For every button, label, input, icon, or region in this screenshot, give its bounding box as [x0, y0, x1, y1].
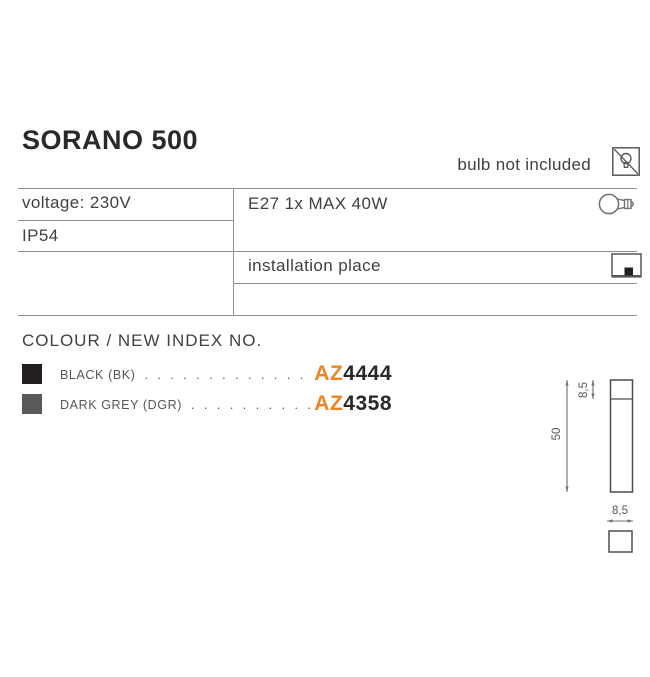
bulb-not-included-label: bulb not included: [457, 155, 591, 174]
no-bulb-icon: [612, 147, 640, 176]
bulb-icon: [598, 192, 638, 216]
installation-place-icon: [611, 253, 642, 280]
colour-row-dark-grey: DARK GREY (DGR) . . . . . . . . . . . . …: [22, 392, 392, 415]
installation-place-label: installation place: [248, 256, 381, 275]
ip-rating: IP54: [22, 226, 59, 245]
rule-under-voltage: [18, 220, 233, 221]
post-front-view: [609, 379, 634, 493]
voltage-value: voltage: 230V: [22, 193, 132, 212]
post-top-view: [608, 530, 633, 553]
rule-under-installation: [233, 283, 637, 284]
colour-row-black: BLACK (BK) . . . . . . . . . . . . . . .…: [22, 362, 392, 385]
code-prefix: AZ: [314, 392, 344, 415]
dim-head-height-label: 8,5: [578, 382, 590, 398]
code-number: 4444: [343, 362, 392, 385]
rule-under-ip: [18, 251, 233, 252]
colour-section-heading: COLOUR / NEW INDEX NO.: [22, 331, 263, 350]
index-code: AZ4444: [314, 362, 392, 385]
colour-swatch-dark-grey: [22, 394, 42, 414]
dots-leader: . . . . . . . . . . . . . . . . . . . . …: [190, 398, 310, 412]
lamp-spec: E27 1x MAX 40W: [248, 194, 388, 213]
colour-swatch-black: [22, 364, 42, 384]
code-prefix: AZ: [314, 362, 344, 385]
code-number: 4358: [343, 392, 392, 415]
dimension-drawing: 8,5 50 8,5: [540, 348, 650, 562]
rule-under-lamp: [233, 251, 637, 252]
colour-name: DARK GREY (DGR): [60, 398, 182, 412]
table-top-rule: [18, 188, 637, 189]
table-bottom-rule: [18, 315, 637, 316]
dim-total-height-label: 50: [551, 428, 563, 441]
colour-name: BLACK (BK): [60, 368, 136, 382]
dim-base-width-label: 8,5: [612, 505, 628, 517]
page-title: SORANO 500: [22, 125, 199, 155]
index-code: AZ4358: [314, 392, 392, 415]
dots-leader: . . . . . . . . . . . . . . . . . . . . …: [144, 368, 310, 382]
